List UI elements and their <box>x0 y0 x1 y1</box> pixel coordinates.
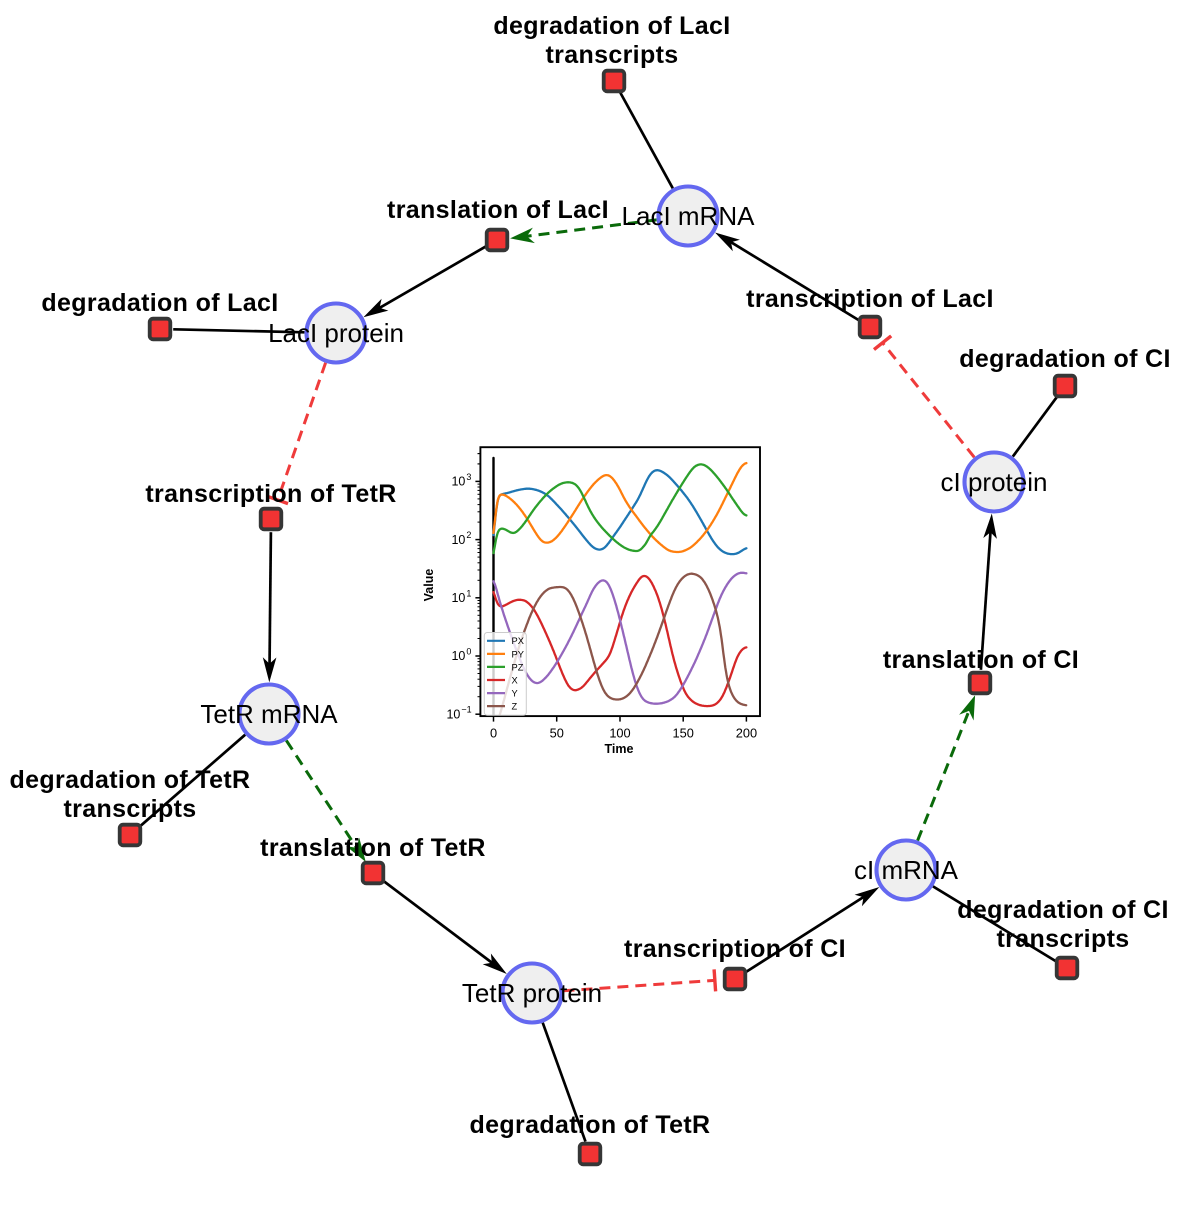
svg-text:LacI mRNA: LacI mRNA <box>622 201 756 231</box>
svg-text:translation of CI: translation of CI <box>883 646 1079 674</box>
svg-text:150: 150 <box>673 726 694 741</box>
svg-text:transcripts: transcripts <box>996 925 1129 953</box>
svg-text:degradation of LacI: degradation of LacI <box>493 12 730 40</box>
svg-text:translation of LacI: translation of LacI <box>387 196 609 224</box>
svg-text:degradation of TetR: degradation of TetR <box>470 1111 711 1139</box>
svg-text:TetR mRNA: TetR mRNA <box>200 699 338 729</box>
svg-text:1: 1 <box>466 588 471 598</box>
svg-text:LacI protein: LacI protein <box>268 318 404 348</box>
svg-text:degradation of TetR: degradation of TetR <box>10 766 251 794</box>
svg-text:transcripts: transcripts <box>63 795 196 823</box>
svg-text:translation of TetR: translation of TetR <box>260 834 486 862</box>
svg-text:200: 200 <box>736 726 757 741</box>
svg-text:50: 50 <box>550 726 564 741</box>
svg-text:0: 0 <box>466 647 471 657</box>
svg-text:10: 10 <box>451 475 465 489</box>
svg-text:PY: PY <box>512 649 524 659</box>
svg-text:degradation of CI: degradation of CI <box>957 896 1169 924</box>
svg-text:transcripts: transcripts <box>545 41 678 69</box>
svg-text:10: 10 <box>451 591 465 605</box>
svg-text:2: 2 <box>466 530 471 540</box>
svg-text:−1: −1 <box>461 705 471 715</box>
svg-text:transcription of TetR: transcription of TetR <box>145 480 396 508</box>
svg-text:Value: Value <box>422 569 436 602</box>
svg-text:PX: PX <box>512 636 524 646</box>
svg-text:100: 100 <box>609 726 630 741</box>
svg-text:degradation of LacI: degradation of LacI <box>41 289 278 317</box>
svg-text:3: 3 <box>466 472 471 482</box>
svg-text:0: 0 <box>490 726 497 741</box>
svg-text:10: 10 <box>451 533 465 547</box>
svg-text:X: X <box>512 675 518 685</box>
svg-text:transcription of LacI: transcription of LacI <box>746 285 994 313</box>
svg-text:cI protein: cI protein <box>941 467 1048 497</box>
svg-text:Y: Y <box>512 689 518 699</box>
svg-text:10: 10 <box>451 649 465 663</box>
svg-text:degradation of CI: degradation of CI <box>959 345 1171 373</box>
svg-text:10: 10 <box>446 707 460 721</box>
svg-text:transcription of CI: transcription of CI <box>624 935 846 963</box>
svg-text:TetR protein: TetR protein <box>462 978 602 1008</box>
svg-text:cI mRNA: cI mRNA <box>854 855 959 885</box>
svg-text:PZ: PZ <box>512 662 524 672</box>
svg-text:Time: Time <box>605 742 634 756</box>
svg-text:Z: Z <box>512 702 518 712</box>
